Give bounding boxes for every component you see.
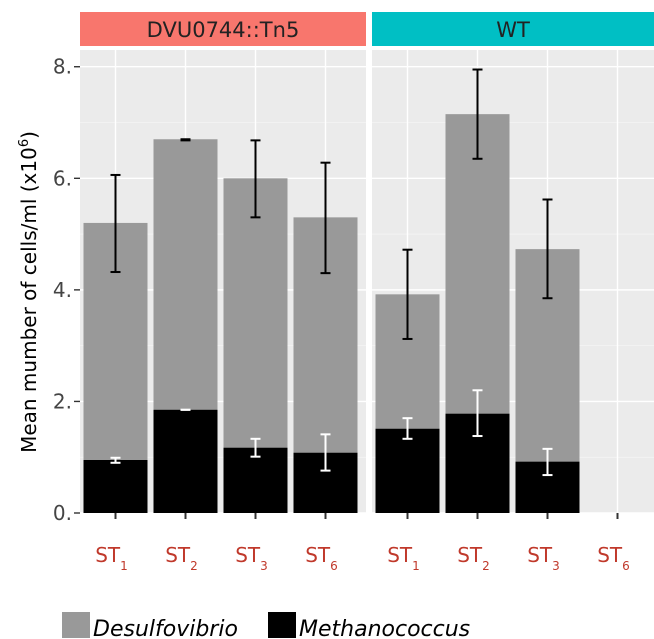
bar-methanococcus (83, 460, 148, 513)
bar-methanococcus (153, 409, 218, 513)
x-tick-label: ST2 (165, 543, 198, 573)
facet-strip-title: WT (496, 18, 530, 42)
bar-methanococcus (375, 428, 440, 513)
legend-label-desulfovibrio: Desulfovibrio (93, 617, 238, 639)
y-tick-label: 2. (53, 389, 72, 413)
x-tick-label: ST6 (305, 543, 338, 573)
legend: Desulfovibrio Methanococcus (62, 612, 470, 639)
legend-key-methanococcus (268, 612, 296, 638)
bar-methanococcus (223, 447, 288, 513)
facet-strip-title: DVU0744::Tn5 (147, 18, 300, 42)
y-tick-label: 0. (53, 501, 72, 525)
x-tick-label: ST6 (597, 543, 630, 573)
x-tick-label: ST3 (235, 543, 268, 573)
panel-2: WT ST1 ST2 ST3 ST6 (372, 12, 654, 573)
facet-strip (80, 12, 366, 46)
x-tick-label: ST2 (457, 543, 490, 573)
y-tick-label: 6. (53, 166, 72, 190)
legend-label-methanococcus: Methanococcus (299, 617, 470, 639)
legend-key-desulfovibrio (62, 612, 90, 638)
x-tick-label: ST1 (387, 543, 420, 573)
x-tick-label: ST1 (95, 543, 128, 573)
y-tick-label: 4. (53, 278, 72, 302)
x-tick-label: ST3 (527, 543, 560, 573)
y-axis-label: Mean mumber of cells/ml (x106) (17, 131, 41, 453)
facet-strip (372, 12, 654, 46)
y-tick-label: 8. (53, 55, 72, 79)
